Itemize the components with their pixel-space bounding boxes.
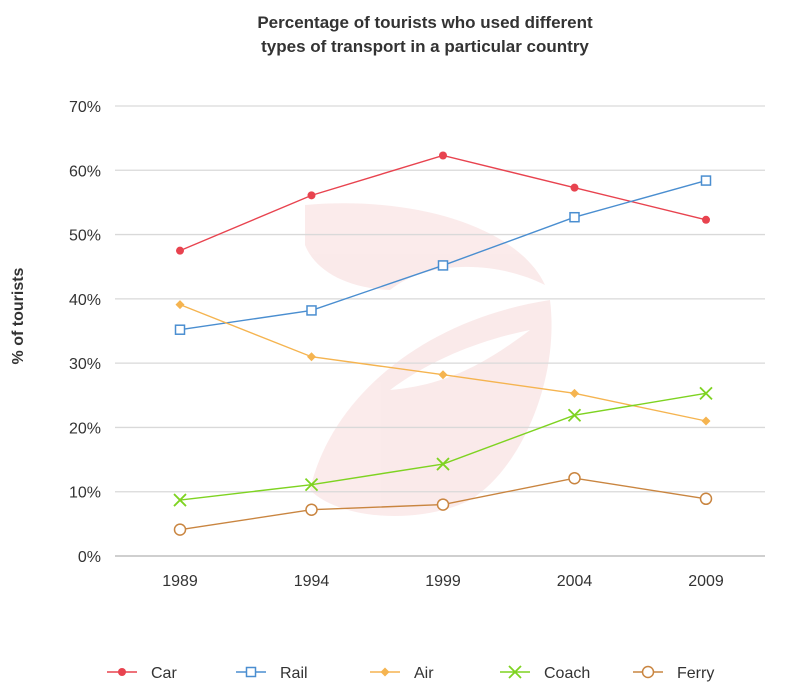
data-point-air: [175, 300, 185, 310]
legend: Car Rail Air Coach Ferry: [107, 665, 714, 682]
y-tick-label: 30%: [69, 356, 101, 373]
grid: [115, 105, 765, 557]
x-tick-label: 2004: [557, 573, 593, 590]
data-point-coach: [304, 478, 319, 492]
data-point-rail: [306, 305, 317, 316]
chart-title-line-1: Percentage of tourists who used differen…: [257, 13, 593, 32]
x-tick-label: 1994: [294, 573, 330, 590]
legend-marker-rail: [245, 666, 257, 678]
y-tick-label: 20%: [69, 420, 101, 437]
y-axis-label: % of tourists: [10, 267, 27, 364]
legend-item-coach: Coach: [500, 665, 590, 682]
data-point-car: [702, 215, 710, 224]
data-point-coach: [699, 386, 713, 400]
legend-item-ferry: Ferry: [633, 665, 714, 682]
series-air: [175, 300, 711, 426]
data-point-ferry: [173, 523, 187, 536]
x-axis-ticks: 1989 1994 1999 2004 2009: [162, 573, 724, 590]
x-tick-label: 1999: [425, 573, 461, 590]
data-point-coach: [173, 493, 187, 507]
series: [173, 151, 713, 536]
legend-label-car: Car: [151, 665, 177, 682]
data-point-coach: [567, 408, 582, 422]
y-tick-label: 70%: [69, 99, 101, 116]
series-car: [176, 151, 710, 255]
legend-item-rail: Rail: [236, 665, 308, 682]
data-point-air: [438, 370, 448, 380]
data-point-car: [570, 183, 579, 192]
y-tick-label: 50%: [69, 228, 101, 245]
data-point-car: [176, 246, 184, 255]
legend-label-rail: Rail: [280, 665, 308, 682]
data-point-ferry: [699, 492, 713, 506]
y-tick-label: 60%: [69, 163, 101, 180]
data-point-rail: [569, 211, 580, 223]
legend-label-air: Air: [414, 665, 434, 682]
data-point-rail: [437, 260, 449, 271]
watermark-logo: [305, 203, 552, 517]
x-tick-label: 2009: [688, 573, 724, 590]
legend-marker-air: [380, 667, 390, 677]
series-ferry: [173, 471, 713, 536]
legend-item-air: Air: [370, 665, 434, 682]
legend-label-coach: Coach: [544, 665, 590, 682]
legend-item-car: Car: [107, 665, 177, 682]
y-tick-label: 0%: [78, 549, 101, 566]
x-tick-label: 1989: [162, 573, 198, 590]
series-coach: [173, 386, 713, 507]
data-point-ferry: [436, 498, 450, 511]
legend-marker-ferry: [641, 665, 655, 679]
data-point-air: [570, 388, 579, 398]
legend-label-ferry: Ferry: [677, 665, 714, 682]
data-point-air: [701, 416, 711, 426]
y-tick-label: 10%: [69, 485, 101, 502]
chart-title-line-2: types of transport in a particular count…: [261, 37, 589, 56]
y-tick-label: 40%: [69, 292, 101, 309]
legend-marker-coach: [508, 665, 522, 679]
y-axis-ticks: 0% 10% 20% 30% 40% 50% 60% 70%: [69, 99, 101, 566]
data-point-car: [439, 151, 447, 160]
legend-marker-car: [118, 668, 126, 676]
data-point-car: [307, 191, 316, 200]
series-rail: [174, 175, 712, 335]
data-point-coach: [436, 457, 450, 471]
data-point-air: [307, 352, 316, 362]
data-point-rail: [174, 324, 186, 335]
data-point-ferry: [305, 503, 318, 516]
data-point-ferry: [568, 471, 581, 485]
data-point-rail: [700, 175, 712, 186]
